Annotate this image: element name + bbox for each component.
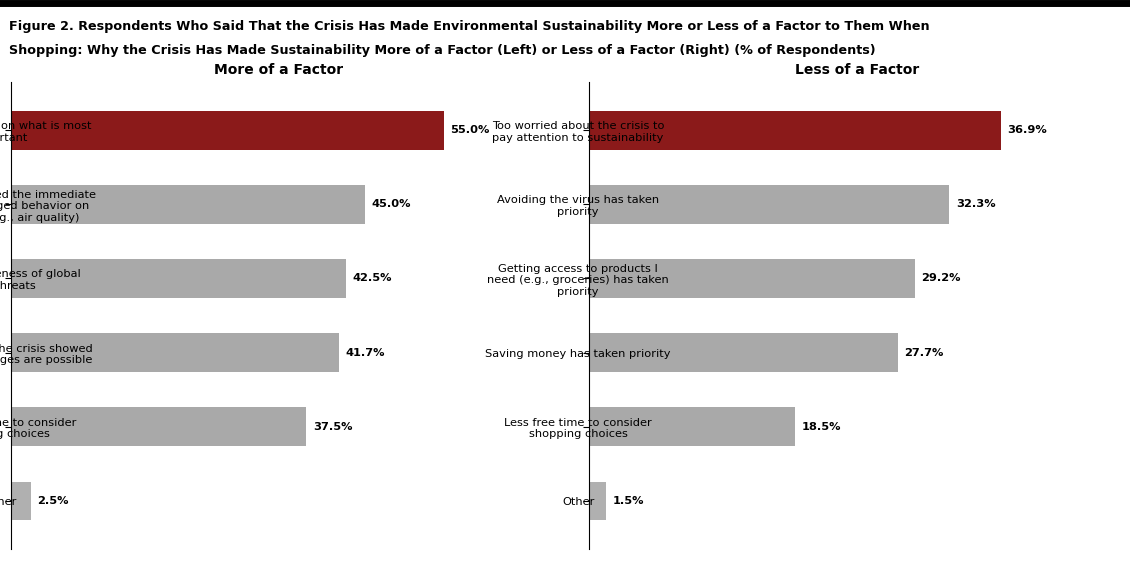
Bar — [11, 333, 339, 372]
Bar — [589, 333, 898, 372]
Bar — [589, 185, 949, 224]
Bar — [589, 408, 796, 446]
Title: Less of a Factor: Less of a Factor — [794, 63, 919, 77]
Bar — [11, 111, 444, 149]
Text: 27.7%: 27.7% — [904, 348, 944, 358]
Text: 55.0%: 55.0% — [451, 125, 490, 135]
Bar — [589, 482, 606, 520]
Bar — [11, 185, 365, 224]
Text: 42.5%: 42.5% — [353, 273, 392, 284]
Text: Figure 2. Respondents Who Said That the Crisis Has Made Environmental Sustainabi: Figure 2. Respondents Who Said That the … — [9, 20, 930, 33]
Bar — [589, 259, 915, 298]
Text: 36.9%: 36.9% — [1007, 125, 1046, 135]
Title: More of a Factor: More of a Factor — [215, 63, 344, 77]
Text: 18.5%: 18.5% — [802, 422, 842, 432]
Bar — [11, 482, 31, 520]
Text: Shopping: Why the Crisis Has Made Sustainability More of a Factor (Left) or Less: Shopping: Why the Crisis Has Made Sustai… — [9, 44, 876, 57]
Text: 41.7%: 41.7% — [346, 348, 385, 358]
Text: 2.5%: 2.5% — [37, 496, 69, 506]
Text: 37.5%: 37.5% — [313, 422, 353, 432]
Bar — [589, 111, 1000, 149]
Text: 45.0%: 45.0% — [372, 199, 411, 209]
Bar — [11, 259, 346, 298]
Text: 29.2%: 29.2% — [921, 273, 960, 284]
Bar — [11, 408, 306, 446]
Text: 1.5%: 1.5% — [612, 496, 644, 506]
Text: 32.3%: 32.3% — [956, 199, 996, 209]
